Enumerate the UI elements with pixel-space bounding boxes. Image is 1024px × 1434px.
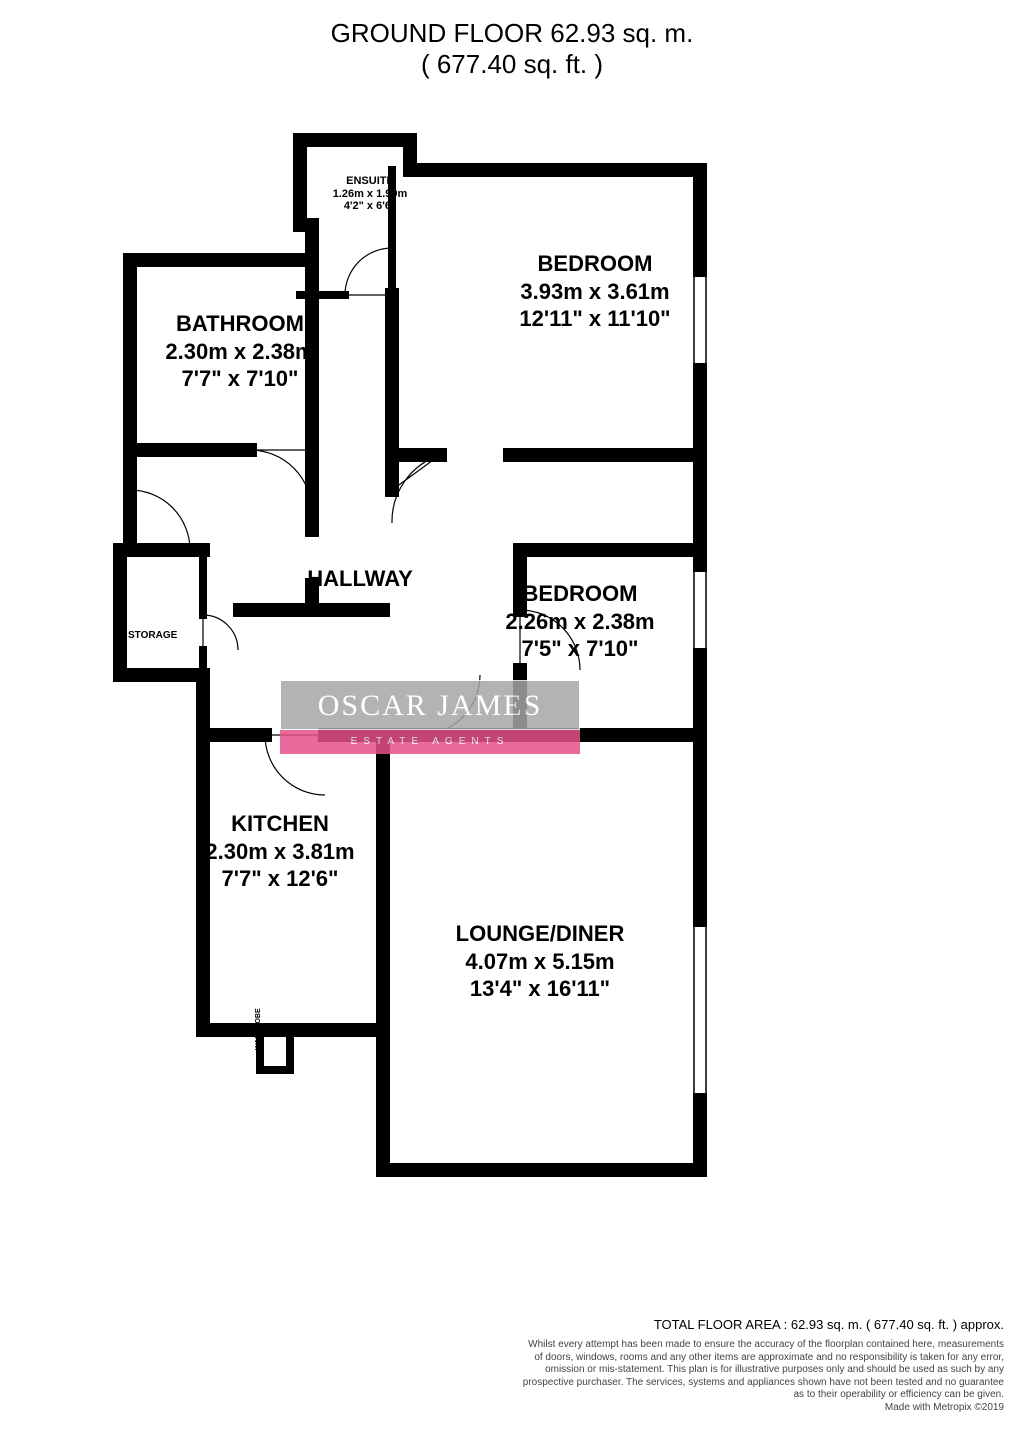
footer-disc-2: of doors, windows, rooms and any other i…	[523, 1352, 1004, 1365]
label-bedroom1: BEDROOM 3.93m x 3.61m 12'11" x 11'10"	[470, 250, 720, 333]
label-lounge: LOUNGE/DINER 4.07m x 5.15m 13'4" x 16'11…	[410, 920, 670, 1003]
lounge-name: LOUNGE/DINER	[410, 920, 670, 948]
label-bedroom2: BEDROOM 2.26m x 2.38m 7'5" x 7'10"	[470, 580, 690, 663]
watermark: OSCAR JAMES ESTATE AGENTS	[280, 680, 580, 754]
footer-made: Made with Metropix ©2019	[523, 1402, 1004, 1415]
bedroom1-metric: 3.93m x 3.61m	[470, 278, 720, 306]
title-line-1: GROUND FLOOR 62.93 sq. m.	[0, 18, 1024, 49]
label-bathroom: BATHROOM 2.30m x 2.38m 7'7" x 7'10"	[130, 310, 350, 393]
footer: TOTAL FLOOR AREA : 62.93 sq. m. ( 677.40…	[523, 1317, 1004, 1414]
label-wardrobe: WARDROBE	[255, 1008, 263, 1050]
footer-disc-5: as to their operability or efficiency ca…	[523, 1389, 1004, 1402]
bedroom1-name: BEDROOM	[470, 250, 720, 278]
footer-disc-1: Whilst every attempt has been made to en…	[523, 1339, 1004, 1352]
ensuite-name: ENSUITE	[346, 175, 394, 187]
watermark-brand: OSCAR JAMES	[280, 680, 580, 730]
wardrobe-name: WARDROBE	[255, 1008, 262, 1050]
kitchen-imperial: 7'7" x 12'6"	[170, 865, 390, 893]
bedroom2-imperial: 7'5" x 7'10"	[470, 635, 690, 663]
bathroom-metric: 2.30m x 2.38m	[130, 338, 350, 366]
bedroom1-imperial: 12'11" x 11'10"	[470, 305, 720, 333]
ensuite-imperial: 4'2" x 6'6"	[344, 200, 396, 212]
storage-name: STORAGE	[128, 630, 177, 641]
lounge-imperial: 13'4" x 16'11"	[410, 975, 670, 1003]
footer-disc-4: prospective purchaser. The services, sys…	[523, 1377, 1004, 1390]
lounge-metric: 4.07m x 5.15m	[410, 948, 670, 976]
bathroom-name: BATHROOM	[130, 310, 350, 338]
bathroom-imperial: 7'7" x 7'10"	[130, 365, 350, 393]
ensuite-metric: 1.26m x 1.99m	[333, 188, 408, 200]
footer-disc-3: omission or mis-statement. This plan is …	[523, 1364, 1004, 1377]
title-line-2: ( 677.40 sq. ft. )	[0, 49, 1024, 80]
bedroom2-metric: 2.26m x 2.38m	[470, 608, 690, 636]
hallway-name: HALLWAY	[307, 566, 413, 591]
label-ensuite: ENSUITE 1.26m x 1.99m 4'2" x 6'6"	[320, 175, 420, 213]
label-storage: STORAGE	[128, 630, 177, 641]
label-kitchen: KITCHEN 2.30m x 3.81m 7'7" x 12'6"	[170, 810, 390, 893]
page-title: GROUND FLOOR 62.93 sq. m. ( 677.40 sq. f…	[0, 18, 1024, 80]
footer-total: TOTAL FLOOR AREA : 62.93 sq. m. ( 677.40…	[523, 1317, 1004, 1333]
kitchen-name: KITCHEN	[170, 810, 390, 838]
kitchen-metric: 2.30m x 3.81m	[170, 838, 390, 866]
watermark-tagline: ESTATE AGENTS	[280, 730, 580, 754]
label-hallway: HALLWAY	[260, 565, 460, 593]
bedroom2-name: BEDROOM	[470, 580, 690, 608]
